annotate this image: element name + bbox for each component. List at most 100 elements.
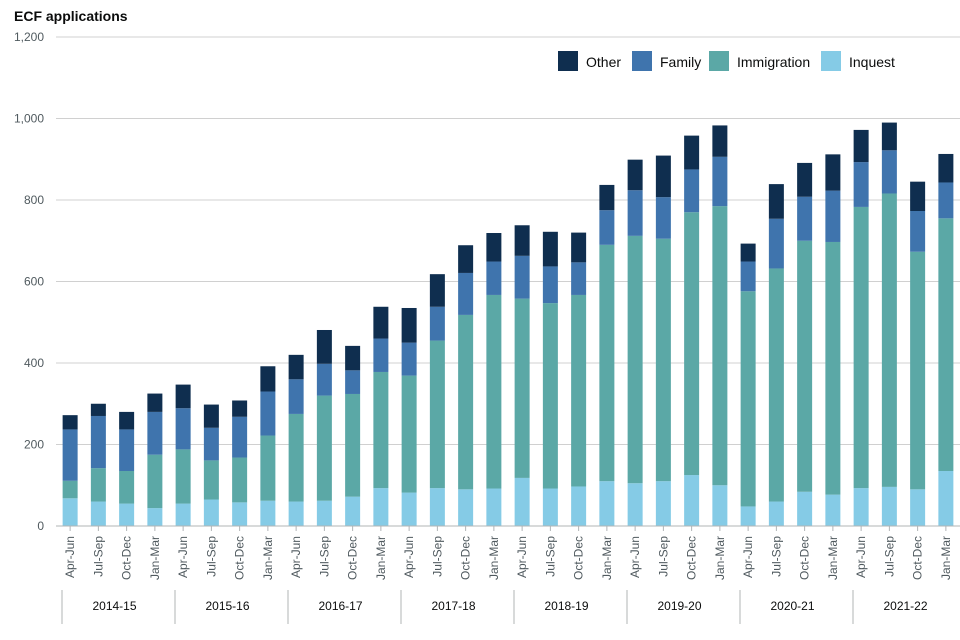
bar-other-27: [825, 154, 841, 191]
bar-family-4: [175, 408, 191, 450]
bar-other-5: [203, 404, 219, 428]
x-tick-label: Jul-Sep: [91, 536, 105, 577]
bar-immigration-13: [429, 340, 445, 489]
x-tick-label: Apr-Jun: [628, 536, 642, 578]
bar-other-28: [853, 129, 869, 163]
bar-inquest-12: [401, 492, 417, 526]
legend-label-inquest: Inquest: [849, 54, 895, 70]
x-tick-label: Apr-Jun: [402, 536, 416, 578]
bar-family-8: [288, 379, 304, 414]
bar-inquest-31: [938, 470, 954, 526]
bar-immigration-14: [458, 314, 474, 490]
bar-inquest-3: [147, 508, 163, 526]
bar-immigration-20: [627, 235, 643, 484]
bar-family-30: [910, 211, 926, 252]
x-tick-label: Oct-Dec: [346, 536, 360, 580]
x-tick-label: Oct-Dec: [911, 536, 925, 580]
x-tick-label: Apr-Jun: [515, 536, 529, 578]
bar-immigration-0: [62, 480, 78, 499]
group-label: 2020-21: [770, 599, 814, 613]
bar-inquest-1: [90, 501, 106, 526]
bar-other-8: [288, 354, 304, 380]
bar-family-6: [232, 416, 248, 458]
bar-immigration-12: [401, 375, 417, 493]
bar-inquest-2: [119, 503, 135, 526]
bar-inquest-28: [853, 488, 869, 526]
bar-inquest-18: [571, 486, 587, 526]
bar-immigration-4: [175, 449, 191, 504]
group-label: 2017-18: [431, 599, 475, 613]
bar-immigration-21: [655, 238, 671, 482]
bar-family-19: [599, 210, 615, 245]
x-tick-label: Oct-Dec: [233, 536, 247, 580]
bar-family-15: [486, 261, 502, 295]
bar-inquest-13: [429, 488, 445, 526]
y-tick-label: 0: [37, 519, 44, 533]
bar-family-12: [401, 342, 417, 376]
x-tick-label: Jan-Mar: [826, 536, 840, 580]
bar-family-28: [853, 162, 869, 207]
bar-other-13: [429, 274, 445, 307]
bar-immigration-17: [542, 303, 558, 489]
bar-other-16: [514, 225, 530, 256]
legend: Other Family Immigration Inquest: [558, 51, 895, 71]
bar-inquest-23: [712, 485, 728, 526]
x-tick-label: Jul-Sep: [430, 536, 444, 577]
x-tick-label: Jul-Sep: [204, 536, 218, 577]
legend-label-other: Other: [586, 54, 621, 70]
bar-other-30: [910, 181, 926, 212]
bar-family-14: [458, 272, 474, 315]
x-tick-label: Jan-Mar: [374, 536, 388, 580]
bar-other-25: [768, 184, 784, 219]
bar-immigration-27: [825, 241, 841, 495]
bar-inquest-7: [260, 500, 276, 526]
bar-other-19: [599, 184, 615, 211]
bar-inquest-6: [232, 502, 248, 526]
x-tick-label: Oct-Dec: [572, 536, 586, 580]
bar-inquest-5: [203, 499, 219, 526]
bar-inquest-30: [910, 489, 926, 526]
bar-other-22: [684, 135, 700, 170]
bar-other-3: [147, 393, 163, 412]
bar-family-26: [797, 196, 813, 241]
bar-immigration-26: [797, 240, 813, 492]
bar-other-1: [90, 403, 106, 416]
bar-immigration-2: [119, 470, 135, 504]
bar-other-24: [740, 243, 756, 262]
bar-other-26: [797, 162, 813, 197]
y-tick-label: 400: [24, 356, 44, 370]
group-label: 2021-22: [883, 599, 927, 613]
bar-family-1: [90, 415, 106, 469]
bar-other-18: [571, 232, 587, 263]
bar-inquest-11: [373, 488, 389, 526]
x-tick-label: Jan-Mar: [713, 536, 727, 580]
bar-immigration-28: [853, 206, 869, 489]
legend-label-family: Family: [660, 54, 701, 70]
x-tick-label: Jul-Sep: [543, 536, 557, 577]
bar-immigration-18: [571, 294, 587, 487]
bar-other-10: [345, 345, 361, 371]
bar-family-21: [655, 197, 671, 239]
x-tick-label: Oct-Dec: [798, 536, 812, 580]
bar-immigration-8: [288, 413, 304, 502]
bar-family-27: [825, 190, 841, 242]
bar-other-2: [119, 411, 135, 430]
x-axis: Apr-Jun Jul-Sep Oct-Dec Jan-Mar Apr-Jun Jul-S…: [56, 525, 960, 624]
legend-swatch-other: [558, 51, 578, 71]
bars: [62, 122, 954, 526]
bar-immigration-16: [514, 298, 530, 478]
bar-family-3: [147, 411, 163, 455]
y-tick-label: 800: [24, 193, 44, 207]
x-tick-label: Jul-Sep: [656, 536, 670, 577]
bar-inquest-14: [458, 489, 474, 526]
bar-immigration-24: [740, 291, 756, 507]
group-label: 2019-20: [657, 599, 701, 613]
bar-other-23: [712, 125, 728, 157]
bar-family-16: [514, 255, 530, 299]
bar-immigration-1: [90, 468, 106, 502]
x-tick-label: Oct-Dec: [120, 536, 134, 580]
bar-family-17: [542, 266, 558, 304]
bar-inquest-26: [797, 491, 813, 526]
x-tick-label: Oct-Dec: [685, 536, 699, 580]
bar-immigration-23: [712, 206, 728, 486]
